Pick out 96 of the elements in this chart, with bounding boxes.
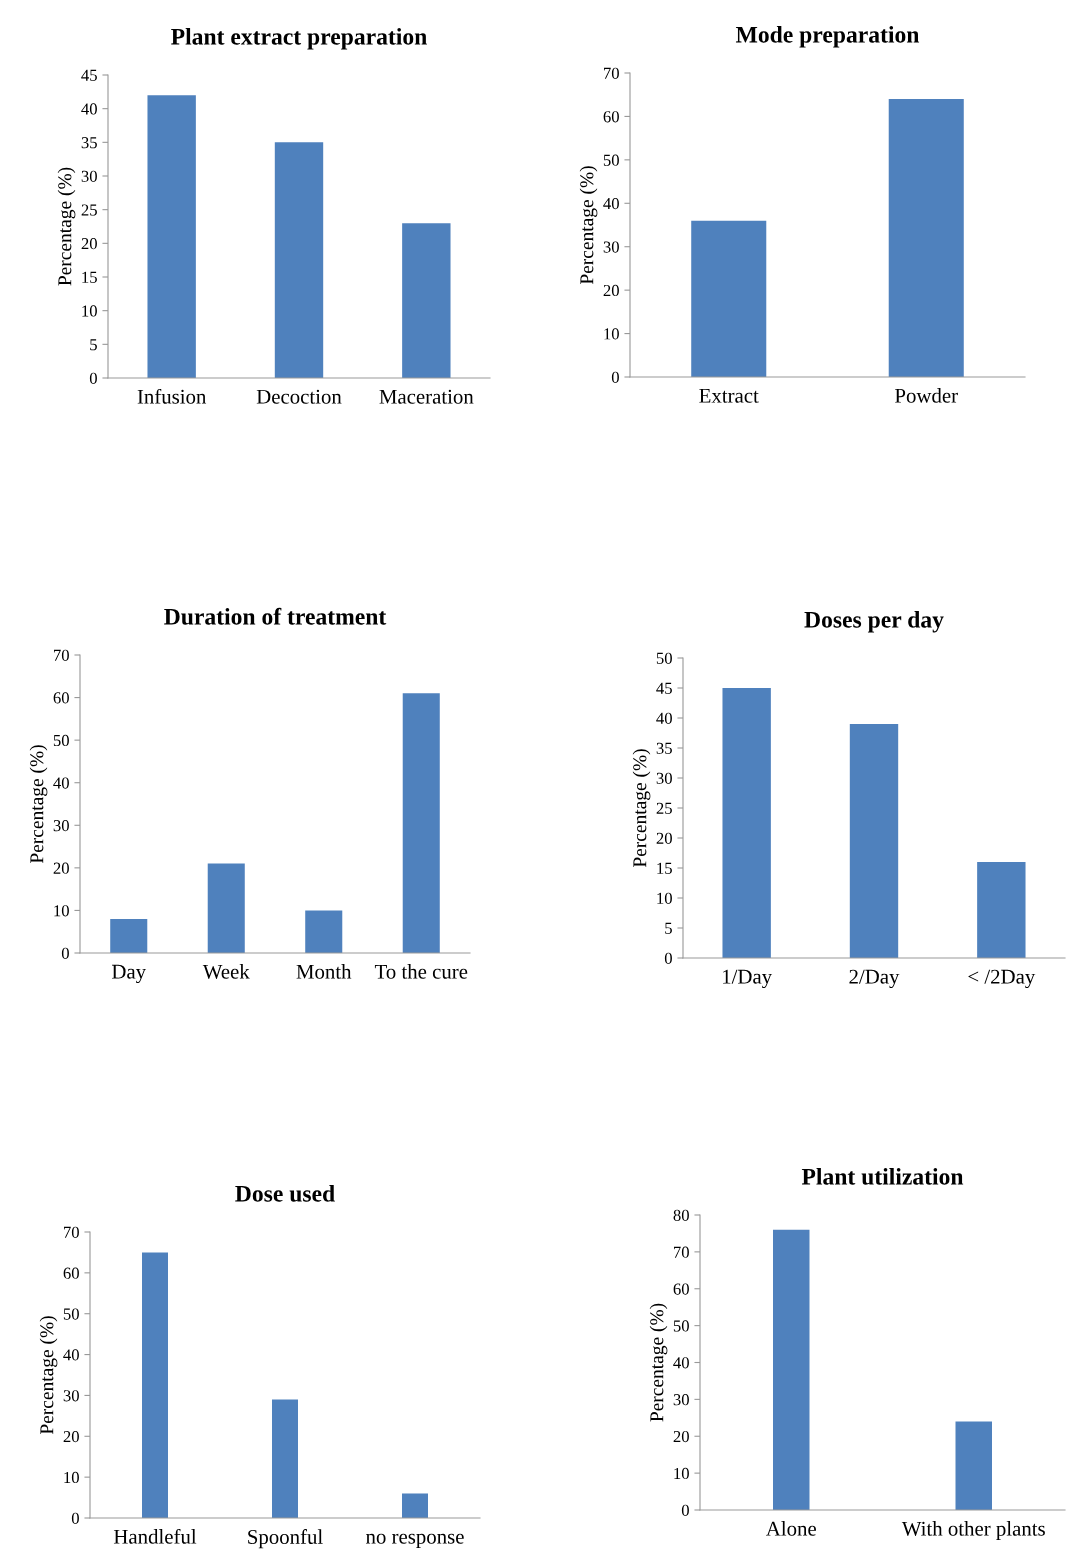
y-tick-label: 30 xyxy=(81,170,97,182)
x-tick-label: 1/Day xyxy=(723,969,773,988)
x-tick-label: < /2Day xyxy=(968,969,1036,988)
y-tick-label: 70 xyxy=(604,67,619,79)
y-tick-label: 20 xyxy=(673,1430,689,1443)
bar xyxy=(849,724,899,958)
x-tick-label: Extract xyxy=(699,388,759,403)
y-tick-label: 40 xyxy=(81,103,97,115)
y-axis-title: Percentage (%) xyxy=(632,749,651,868)
x-tick-label: Handleful xyxy=(113,1528,197,1544)
y-tick-label: 45 xyxy=(656,682,672,694)
y-tick-label: 0 xyxy=(89,372,97,384)
y-tick-label: 40 xyxy=(603,197,619,210)
y-tick-label: 60 xyxy=(63,1267,79,1279)
y-tick-label: 0 xyxy=(664,952,672,964)
x-tick-label: Week xyxy=(202,964,250,979)
y-tick-label: 50 xyxy=(53,734,69,747)
bar xyxy=(272,1399,298,1518)
x-tick-label: Maceration xyxy=(379,389,474,404)
y-tick-label: 40 xyxy=(53,777,69,789)
x-tick-label: Spoonful xyxy=(248,1529,323,1549)
y-tick-label: 35 xyxy=(81,137,97,149)
y-tick-label: 30 xyxy=(603,241,619,253)
y-tick-label: 10 xyxy=(674,1467,689,1480)
x-tick-label: Month xyxy=(296,964,352,979)
bar xyxy=(207,863,245,953)
bar xyxy=(305,910,343,953)
x-tick-label: 2/Day xyxy=(849,969,900,988)
y-tick-label: 50 xyxy=(603,154,619,166)
y-axis-title: Percentage (%) xyxy=(649,1303,668,1422)
y-tick-label: 10 xyxy=(82,305,97,317)
y-tick-label: 30 xyxy=(656,772,672,784)
y-tick-label: 35 xyxy=(656,742,672,754)
y-tick-label: 10 xyxy=(64,1471,79,1484)
x-tick-label: With other plants xyxy=(901,1521,1045,1540)
y-tick-label: 10 xyxy=(604,328,619,340)
y-tick-label: 70 xyxy=(674,1246,689,1258)
y-axis-title: Percentage (%) xyxy=(29,745,48,864)
chart-title: Plant utilization xyxy=(801,1168,964,1185)
y-tick-label: 30 xyxy=(53,819,69,832)
y-tick-label: 20 xyxy=(81,238,97,250)
x-tick-label: no response xyxy=(366,1533,464,1548)
y-axis-title: Percentage (%) xyxy=(579,166,598,285)
y-tick-label: 20 xyxy=(53,862,69,874)
bar xyxy=(977,862,1026,958)
y-tick-label: 0 xyxy=(681,1504,689,1516)
y-tick-label: 0 xyxy=(611,371,619,383)
bar xyxy=(110,918,148,953)
bar xyxy=(722,688,771,958)
y-tick-label: 30 xyxy=(63,1390,79,1402)
y-tick-label: 60 xyxy=(603,111,619,123)
x-tick-label: Infusion xyxy=(137,388,207,404)
chart-title: Dose used xyxy=(235,1185,335,1202)
y-tick-label: 40 xyxy=(656,712,672,724)
x-tick-label: Powder xyxy=(895,388,958,403)
x-tick-label: Decoction xyxy=(256,389,342,404)
y-tick-label: 70 xyxy=(64,1226,79,1238)
y-tick-label: 30 xyxy=(673,1394,689,1406)
y-tick-label: 5 xyxy=(90,339,97,351)
bar xyxy=(402,1493,428,1518)
y-tick-label: 50 xyxy=(63,1308,79,1320)
y-tick-label: 80 xyxy=(673,1209,689,1221)
y-tick-label: 45 xyxy=(81,69,97,81)
y-tick-label: 0 xyxy=(61,947,69,959)
bar xyxy=(402,223,451,378)
y-tick-label: 20 xyxy=(656,832,672,844)
y-tick-label: 5 xyxy=(665,922,672,934)
y-axis-title: Percentage (%) xyxy=(57,167,76,286)
x-tick-label: To the cure xyxy=(374,964,468,979)
bar xyxy=(142,1252,168,1518)
y-tick-label: 25 xyxy=(81,204,97,216)
y-tick-label: 40 xyxy=(673,1357,689,1369)
x-tick-label: Day xyxy=(111,964,147,983)
y-tick-label: 25 xyxy=(656,802,672,814)
chart-title: Duration of treatment xyxy=(164,607,387,625)
chart-title: Mode preparation xyxy=(735,26,920,48)
bar xyxy=(402,693,440,953)
bar xyxy=(147,95,196,378)
y-tick-label: 0 xyxy=(71,1512,79,1524)
y-tick-label: 20 xyxy=(63,1430,79,1443)
chart-title: Doses per day xyxy=(804,611,944,633)
y-tick-label: 15 xyxy=(657,862,672,874)
y-tick-label: 60 xyxy=(673,1283,689,1295)
y-tick-label: 70 xyxy=(54,649,69,661)
y-tick-label: 20 xyxy=(603,284,619,297)
chart-title: Plant extract preparation xyxy=(171,28,427,50)
y-tick-label: 50 xyxy=(673,1320,689,1332)
y-axis-title: Percentage (%) xyxy=(39,1316,58,1435)
y-tick-label: 15 xyxy=(82,271,97,283)
x-tick-label: Alone xyxy=(766,1521,816,1536)
y-tick-label: 60 xyxy=(53,692,69,704)
y-tick-label: 10 xyxy=(54,905,69,917)
y-tick-label: 50 xyxy=(656,652,672,664)
y-tick-label: 10 xyxy=(657,892,672,904)
y-tick-label: 40 xyxy=(63,1349,79,1361)
bar xyxy=(274,142,324,378)
